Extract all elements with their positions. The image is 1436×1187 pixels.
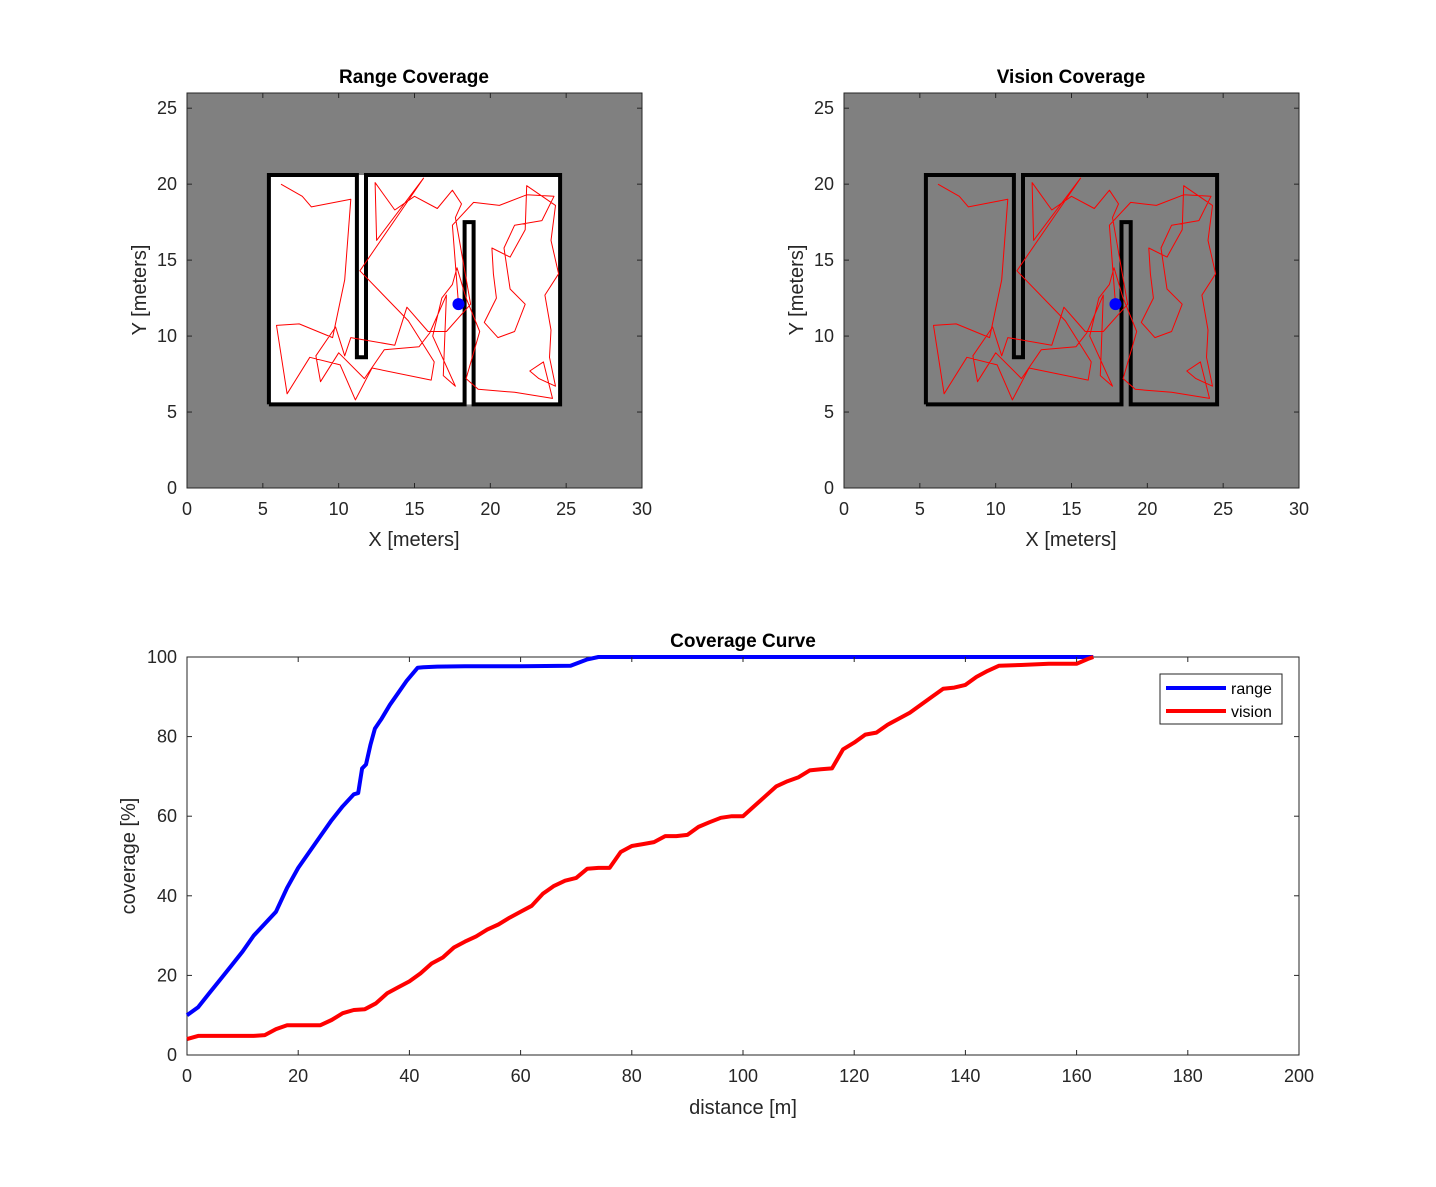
series-line-vision (186, 655, 1094, 1042)
legend-label-vision: vision (1231, 704, 1272, 721)
range-y-tick-label: 15 (157, 250, 177, 270)
curve-x-axis-label: distance [m] (689, 1097, 797, 1119)
range-y-axis-label: Y [meters] (129, 245, 151, 336)
range-plot-area (186, 92, 643, 489)
coverage-curve-title: Coverage Curve (670, 631, 816, 652)
vision-coverage-axes: Vision Coverage 0 5 10 15 20 25 30 0510152025 … (786, 67, 1309, 551)
vision-y-tick-label: 25 (814, 98, 834, 118)
curve-x-tick-label: 160 (1062, 1066, 1092, 1086)
range-x-tick-label: 0 (182, 499, 192, 519)
range-robot-path (276, 177, 560, 401)
vision-y-axis-label: Y [meters] (786, 245, 808, 336)
range-coverage-title: Range Coverage (339, 67, 489, 88)
vision-x-tick-label: 25 (1213, 499, 1233, 519)
legend-label-range: range (1231, 681, 1272, 698)
range-x-tick-label: 20 (480, 499, 500, 519)
coverage-curve-axes: Coverage Curve 0 20 40 60 80 100 120 140 160 180 2… (118, 631, 1314, 1119)
range-y-tick-label: 5 (167, 402, 177, 422)
vision-x-tick-label: 15 (1061, 499, 1081, 519)
vision-coverage-title: Vision Coverage (997, 67, 1146, 88)
vision-walls (923, 173, 1220, 407)
vision-x-tick-label: 10 (986, 499, 1006, 519)
range-y-tick-label: 25 (157, 98, 177, 118)
range-x-ticks: 0 5 10 15 20 25 30 (182, 93, 652, 519)
series-line-range (185, 655, 1094, 1017)
vision-y-tick-label: 15 (814, 250, 834, 270)
vision-x-ticks: 0 5 10 15 20 25 30 (839, 93, 1309, 519)
range-y-tick-label: 10 (157, 326, 177, 346)
curve-x-tick-label: 180 (1173, 1066, 1203, 1086)
range-x-tick-label: 10 (329, 499, 349, 519)
range-robot-marker (452, 298, 465, 311)
curve-x-tick-label: 0 (182, 1066, 192, 1086)
range-coverage-axes: Range Coverage 0 5 10 15 20 25 30 0 5 10 15 20 25 X… (129, 67, 652, 551)
curve-y-tick-label: 40 (157, 886, 177, 906)
vision-y-tick-label: 10 (814, 326, 834, 346)
range-y-tick-label: 20 (157, 174, 177, 194)
vision-x-tick-label: 0 (839, 499, 849, 519)
vision-unexplored-background (844, 93, 1299, 488)
vision-y-tick-label: 0 (824, 478, 834, 498)
curve-y-tick-label: 20 (157, 965, 177, 985)
range-x-tick-label: 5 (258, 499, 268, 519)
curve-x-tick-label: 120 (839, 1066, 869, 1086)
vision-y-tick-label: 5 (824, 402, 834, 422)
curve-y-ticks: 0 20 40 60 80 100 (147, 647, 1299, 1065)
vision-robot-path (933, 177, 1217, 401)
curve-axes-frame (186, 656, 1300, 1056)
vision-plot-area (843, 92, 1300, 489)
vision-robot-marker (1109, 298, 1122, 311)
range-x-axis-label: X [meters] (368, 529, 459, 551)
curve-x-tick-label: 140 (950, 1066, 980, 1086)
range-x-tick-label: 30 (632, 499, 652, 519)
curve-y-axis-label: coverage [%] (118, 798, 140, 915)
curve-y-tick-label: 60 (157, 806, 177, 826)
curve-x-tick-label: 80 (622, 1066, 642, 1086)
range-explored-area (267, 175, 561, 405)
vision-x-tick-label: 20 (1137, 499, 1157, 519)
vision-x-axis-label: X [meters] (1025, 529, 1116, 551)
curve-x-tick-label: 40 (399, 1066, 419, 1086)
curve-plot-area (185, 655, 1300, 1056)
range-walls (266, 173, 563, 407)
vision-x-tick-label: 30 (1289, 499, 1309, 519)
vision-y-ticks: 0 5 10 15 20 25 (814, 98, 1299, 498)
curve-x-ticks: 0 20 40 60 80 100 120 140 160 180 200 (182, 657, 1314, 1086)
curve-y-tick-label: 0 (167, 1045, 177, 1065)
range-x-tick-label: 15 (404, 499, 424, 519)
range-y-ticks: 0 5 10 15 20 25 (157, 98, 642, 498)
curve-y-tick-label: 100 (147, 647, 177, 667)
curve-x-tick-label: 60 (511, 1066, 531, 1086)
curve-x-tick-label: 100 (728, 1066, 758, 1086)
legend: range vision (1159, 673, 1283, 725)
vision-x-tick-label: 5 (915, 499, 925, 519)
range-x-tick-label: 25 (556, 499, 576, 519)
vision-y-tick-label: 20 (814, 174, 834, 194)
curve-y-tick-label: 80 (157, 727, 177, 747)
range-y-tick-label: 0 (167, 478, 177, 498)
legend-box (1159, 673, 1283, 725)
curve-x-tick-label: 200 (1284, 1066, 1314, 1086)
curve-x-tick-label: 20 (288, 1066, 308, 1086)
